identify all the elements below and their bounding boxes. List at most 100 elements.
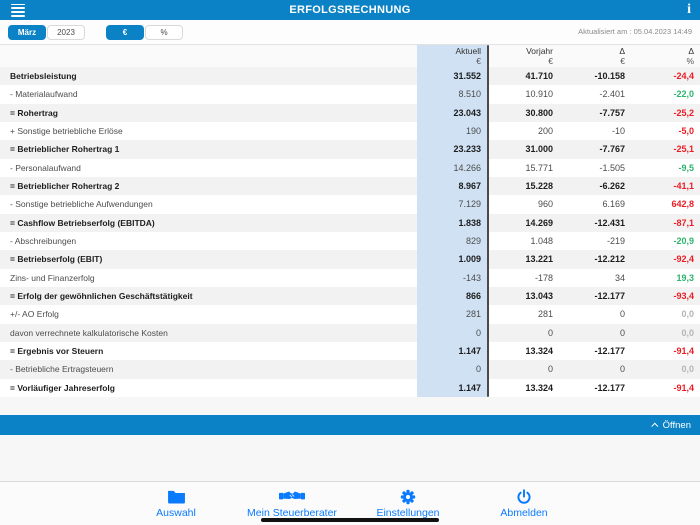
cell-vorjahr: 41.710 — [525, 71, 553, 82]
nav-item-auswahl[interactable]: Auswahl — [118, 482, 234, 525]
cell-delta: -10.158 — [594, 71, 625, 82]
cell-vorjahr: 30.800 — [525, 107, 553, 118]
cell-vorjahr: 281 — [537, 309, 553, 320]
cell-aktuell: 0 — [417, 360, 487, 379]
cell-delta-pct: 0,0 — [681, 309, 694, 320]
table-row: = Ergebnis vor Steuern 1.147 13.324 -12.177… — [0, 341, 700, 361]
cell-delta: -10 — [611, 126, 625, 137]
home-indicator[interactable] — [261, 517, 439, 522]
unit-segment-0[interactable]: € — [106, 24, 144, 40]
folder-icon — [167, 488, 186, 505]
column-header-1: Vorjahr € — [526, 46, 553, 66]
cell-delta-pct: -9,5 — [678, 162, 694, 173]
cell-delta-pct: -22,0 — [673, 89, 694, 100]
chevron-up-icon — [650, 422, 658, 430]
cell-vorjahr: -178 — [534, 272, 553, 283]
cell-aktuell: 8.967 — [417, 176, 487, 196]
nav-item-mein-steuerberater[interactable]: Mein Steuerberater — [234, 482, 350, 525]
row-label: Betriebsleistung — [10, 71, 77, 82]
cell-delta: -12.177 — [594, 291, 625, 302]
table-row: +/- AO Erfolg 281 281 0 0,0 — [0, 305, 700, 324]
nav-item-abmelden[interactable]: Abmelden — [466, 482, 582, 525]
cell-vorjahr: 13.221 — [525, 254, 553, 265]
open-panel-label: Öffnen — [662, 419, 691, 431]
row-label: = Vorläufiger Jahreserfolg — [10, 382, 115, 393]
income-statement-table: Aktuell € Vorjahr € Δ € Δ% Betriebsleistung 31.… — [0, 45, 700, 397]
cell-delta-pct: -25,1 — [673, 144, 694, 155]
menu-icon[interactable] — [11, 3, 26, 17]
table-header-label-col — [0, 45, 417, 67]
table-row: + Sonstige betriebliche Erlöse 190 200 -10 -… — [0, 121, 700, 141]
table-row: = Rohertrag 23.043 30.800 -7.757 -25,2 — [0, 103, 700, 122]
handshake-icon — [279, 488, 305, 505]
row-label: Zins- und Finanzerfolg — [10, 272, 95, 283]
cell-vorjahr: 13.043 — [525, 291, 553, 302]
cell-vorjahr: 0 — [547, 327, 553, 338]
cell-aktuell: 14.266 — [417, 158, 487, 177]
period-segment-1[interactable]: 2023 — [47, 24, 85, 40]
info-icon[interactable]: i — [687, 2, 691, 17]
table-row: - Materialaufwand 8.510 10.910 -2.401 -22,0 — [0, 85, 700, 104]
cell-delta: -7.767 — [599, 144, 625, 155]
cell-delta: 0 — [619, 364, 625, 375]
cell-aktuell: 1.147 — [417, 341, 487, 361]
table-row: - Personalaufwand 14.266 15.771 -1.505 -9,5 — [0, 158, 700, 177]
cell-vorjahr: 15.228 — [525, 181, 553, 192]
nav-item-label: Auswahl — [156, 507, 196, 519]
cell-delta-pct: 0,0 — [681, 364, 694, 375]
cell-aktuell: 23.233 — [417, 140, 487, 159]
row-label: = Ergebnis vor Steuern — [10, 346, 104, 357]
table-header-row: Aktuell € Vorjahr € Δ € Δ% — [0, 45, 700, 67]
table-body: Betriebsleistung 31.552 41.710 -10.158 -24,4… — [0, 67, 700, 397]
table-row: = Betrieblicher Rohertrag 2 8.967 15.228 -6… — [0, 176, 700, 196]
cell-delta-pct: -25,2 — [673, 107, 694, 118]
cell-delta-pct: 19,3 — [676, 272, 694, 283]
table-row: = Vorläufiger Jahreserfolg 1.147 13.324 -12… — [0, 378, 700, 397]
nav-item-einstellungen[interactable]: Einstellungen — [350, 482, 466, 525]
scrollbar[interactable] — [486, 45, 489, 397]
cell-delta: -1.505 — [599, 162, 625, 173]
cell-vorjahr: 0 — [547, 364, 553, 375]
period-segmented-control: März 2023 — [8, 24, 85, 40]
row-label: - Sonstige betriebliche Aufwendungen — [10, 199, 153, 210]
table-row: - Abschreibungen 829 1.048 -219 -20,9 — [0, 231, 700, 251]
cell-aktuell: 0 — [417, 323, 487, 342]
cell-delta: -12.431 — [594, 217, 625, 228]
cell-delta-pct: -41,1 — [673, 181, 694, 192]
cell-aktuell: 1.147 — [417, 378, 487, 397]
filter-toolbar: März 2023 €% Aktualisiert am : 05.04.2023… — [0, 20, 700, 45]
cell-aktuell: 866 — [417, 286, 487, 306]
cell-delta-pct: 642,8 — [671, 199, 694, 210]
table-row: - Sonstige betriebliche Aufwendungen 7.12… — [0, 195, 700, 214]
page-title: ERFOLGSRECHNUNG — [289, 4, 411, 16]
nav-item-label: Einstellungen — [376, 507, 440, 519]
cell-delta: -6.262 — [599, 181, 625, 192]
cell-delta-pct: 0,0 — [681, 327, 694, 338]
row-label: - Materialaufwand — [10, 89, 78, 100]
table-row: = Erfolg der gewöhnlichen Geschäftstätig… — [0, 286, 700, 306]
row-label: davon verrechnete kalkulatorische Kosten — [10, 327, 168, 338]
row-label: - Betriebliche Ertragsteuern — [10, 364, 114, 375]
period-segment-0[interactable]: März — [8, 24, 46, 40]
row-label: - Personalaufwand — [10, 162, 81, 173]
nav-item-label: Abmelden — [500, 507, 548, 519]
unit-segmented-control: €% — [106, 24, 183, 40]
open-panel-bar[interactable]: Öffnen — [0, 415, 700, 435]
row-label: = Cashflow Betriebserfolg (EBITDA) — [10, 217, 155, 228]
unit-segment-1[interactable]: % — [145, 24, 183, 40]
power-icon — [516, 488, 532, 505]
table-row: Zins- und Finanzerfolg -143 -178 34 19,3 — [0, 268, 700, 287]
column-header-2: Δ € — [619, 46, 625, 66]
cell-vorjahr: 13.324 — [525, 382, 553, 393]
gear-icon — [400, 488, 416, 505]
cell-delta: -219 — [606, 236, 625, 247]
last-updated-label: Aktualisiert am : 05.04.2023 14:49 — [578, 27, 692, 36]
row-label: = Betrieblicher Rohertrag 1 — [10, 144, 120, 155]
cell-aktuell: 190 — [417, 121, 487, 141]
cell-vorjahr: 15.771 — [525, 162, 553, 173]
cell-vorjahr: 14.269 — [525, 217, 553, 228]
cell-vorjahr: 1.048 — [530, 236, 553, 247]
cell-vorjahr: 10.910 — [525, 89, 553, 100]
table-row: - Betriebliche Ertragsteuern 0 0 0 0,0 — [0, 360, 700, 379]
